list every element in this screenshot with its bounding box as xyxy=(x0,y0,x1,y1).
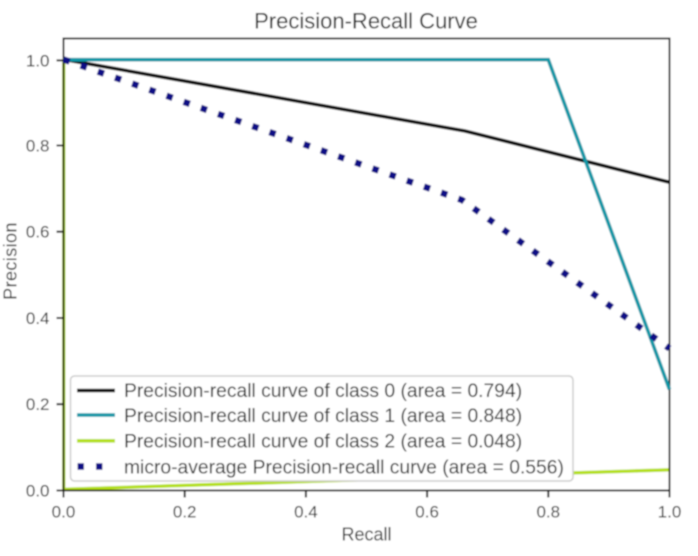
svg-text:0.8: 0.8 xyxy=(26,137,50,156)
svg-text:0.4: 0.4 xyxy=(26,309,50,328)
svg-text:0.4: 0.4 xyxy=(294,503,318,522)
svg-text:Recall: Recall xyxy=(341,525,391,545)
svg-text:0.2: 0.2 xyxy=(26,395,50,414)
svg-text:0.6: 0.6 xyxy=(415,503,439,522)
svg-text:Precision-recall curve of clas: Precision-recall curve of class 2 (area … xyxy=(124,432,522,453)
svg-text:Precision-Recall Curve: Precision-Recall Curve xyxy=(254,9,478,34)
svg-text:micro-average Precision-recall: micro-average Precision-recall curve (ar… xyxy=(124,457,564,478)
svg-text:0.8: 0.8 xyxy=(536,503,560,522)
svg-text:0.6: 0.6 xyxy=(26,223,50,242)
svg-text:0.0: 0.0 xyxy=(52,503,76,522)
svg-text:1.0: 1.0 xyxy=(26,51,50,70)
svg-text:Precision-recall curve of clas: Precision-recall curve of class 0 (area … xyxy=(124,381,522,402)
svg-text:0.2: 0.2 xyxy=(173,503,197,522)
svg-text:1.0: 1.0 xyxy=(658,503,682,522)
svg-text:Precision: Precision xyxy=(1,222,21,300)
svg-text:0.0: 0.0 xyxy=(26,482,50,501)
svg-text:Precision-recall curve of clas: Precision-recall curve of class 1 (area … xyxy=(124,406,522,427)
